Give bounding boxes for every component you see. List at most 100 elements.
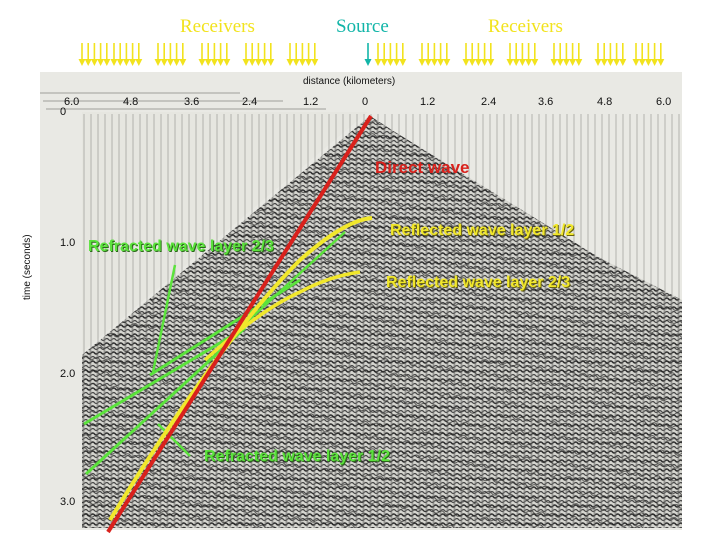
receiver-arrow (198, 43, 206, 66)
distance-tick-label: 0 (362, 96, 369, 108)
receiver-arrow (97, 43, 105, 66)
receiver-arrow (399, 43, 407, 66)
refracted-line-d (237, 231, 346, 331)
receiver-arrow (474, 43, 482, 66)
receiver-arrow (562, 43, 570, 66)
distance-tick-label: 3.6 (184, 96, 200, 108)
distance-tick-label: 1.2 (420, 96, 436, 108)
distance-tick-label: 2.4 (242, 96, 258, 108)
distance-tick-label: 1.2 (303, 96, 319, 108)
receiver-arrow (606, 43, 614, 66)
receiver-arrow (305, 43, 313, 66)
receiver-arrow (103, 43, 111, 66)
receiver-arrow (462, 43, 470, 66)
receiver-arrow (160, 43, 168, 66)
receiver-arrow (223, 43, 231, 66)
faint-text-line (40, 92, 240, 94)
receiver-arrow (129, 43, 137, 66)
reflected-curve-12 (108, 216, 373, 522)
refracted-layer-23-label: Refracted wave layer 2/3 (88, 238, 274, 255)
receiver-arrow (468, 43, 476, 66)
receiver-arrow (210, 43, 218, 66)
receivers-label-right: Receivers (488, 16, 563, 37)
receiver-arrow (550, 43, 558, 66)
receiver-arrow (600, 43, 608, 66)
receiver-arrow (487, 43, 495, 66)
time-tick-label: 1.0 (60, 237, 76, 249)
receiver-arrow (116, 43, 124, 66)
receiver-arrow (248, 43, 256, 66)
receiver-arrow (179, 43, 187, 66)
time-tick-label: 0 (60, 106, 67, 118)
receiver-arrow (651, 43, 659, 66)
distance-tick-label: 4.8 (123, 96, 139, 108)
receiver-arrow (267, 43, 275, 66)
time-tick-label: 2.0 (60, 368, 76, 380)
source-label: Source (336, 16, 389, 37)
receiver-arrow (286, 43, 294, 66)
receiver-arrow (122, 43, 130, 66)
receiver-arrow (374, 43, 382, 66)
background-page-text (40, 86, 680, 126)
receiver-arrow (424, 43, 432, 66)
receiver-arrow (613, 43, 621, 66)
receiver-arrow (657, 43, 665, 66)
receiver-arrow (173, 43, 181, 66)
receiver-arrow (481, 43, 489, 66)
receiver-arrow (84, 43, 92, 66)
receiver-arrow (619, 43, 627, 66)
receiver-arrow (594, 43, 602, 66)
receiver-arrow (437, 43, 445, 66)
receiver-arrow (78, 43, 86, 66)
refracted-line-a (83, 326, 246, 426)
reflected-layer-23-label: Reflected wave layer 2/3 (386, 274, 571, 291)
receiver-arrow (393, 43, 401, 66)
receiver-arrow (575, 43, 583, 66)
refracted-layer-12-label: Refracted wave layer 1/2 (204, 448, 390, 465)
receiver-arrow (443, 43, 451, 66)
distance-tick-label: 6.0 (656, 96, 672, 108)
receiver-arrow (110, 43, 118, 66)
receiver-arrow (166, 43, 174, 66)
receiver-arrow (512, 43, 520, 66)
receivers-label-left: Receivers (180, 16, 255, 37)
receiver-arrow (531, 43, 539, 66)
receiver-array (78, 43, 665, 66)
distance-tick-label: 4.8 (597, 96, 613, 108)
receiver-arrow (154, 43, 162, 66)
receiver-arrow (254, 43, 262, 66)
distance-tick-label: 3.6 (538, 96, 554, 108)
receiver-arrow (261, 43, 269, 66)
refracted-leader-12 (157, 423, 191, 457)
reflected-layer-12-label: Reflected wave layer 1/2 (390, 222, 575, 239)
distance-axis-label: distance (kilometers) (303, 76, 396, 87)
receiver-arrow (386, 43, 394, 66)
direct-wave-line (106, 114, 373, 534)
direct-wave-label: Direct wave (375, 158, 470, 177)
distance-tick-label: 6.0 (64, 96, 80, 108)
receiver-arrow (298, 43, 306, 66)
refracted-leader-23 (151, 264, 177, 373)
receiver-arrow (569, 43, 577, 66)
receiver-arrow (430, 43, 438, 66)
distance-tick-label: 2.4 (481, 96, 497, 108)
receiver-arrow (242, 43, 250, 66)
receiver-arrow (217, 43, 225, 66)
receiver-arrow (311, 43, 319, 66)
receiver-arrow (644, 43, 652, 66)
receiver-arrow (638, 43, 646, 66)
time-axis-label: time (seconds) (22, 234, 33, 300)
faint-text-line (43, 100, 283, 102)
faint-text-line (46, 108, 326, 110)
receiver-arrow (518, 43, 526, 66)
receiver-arrow (525, 43, 533, 66)
receiver-arrow (632, 43, 640, 66)
receiver-arrow (506, 43, 514, 66)
refracted-line-b (84, 326, 247, 476)
receiver-arrow (556, 43, 564, 66)
time-tick-label: 3.0 (60, 496, 76, 508)
receiver-arrow (380, 43, 388, 66)
receiver-arrow (418, 43, 426, 66)
receiver-arrow (292, 43, 300, 66)
